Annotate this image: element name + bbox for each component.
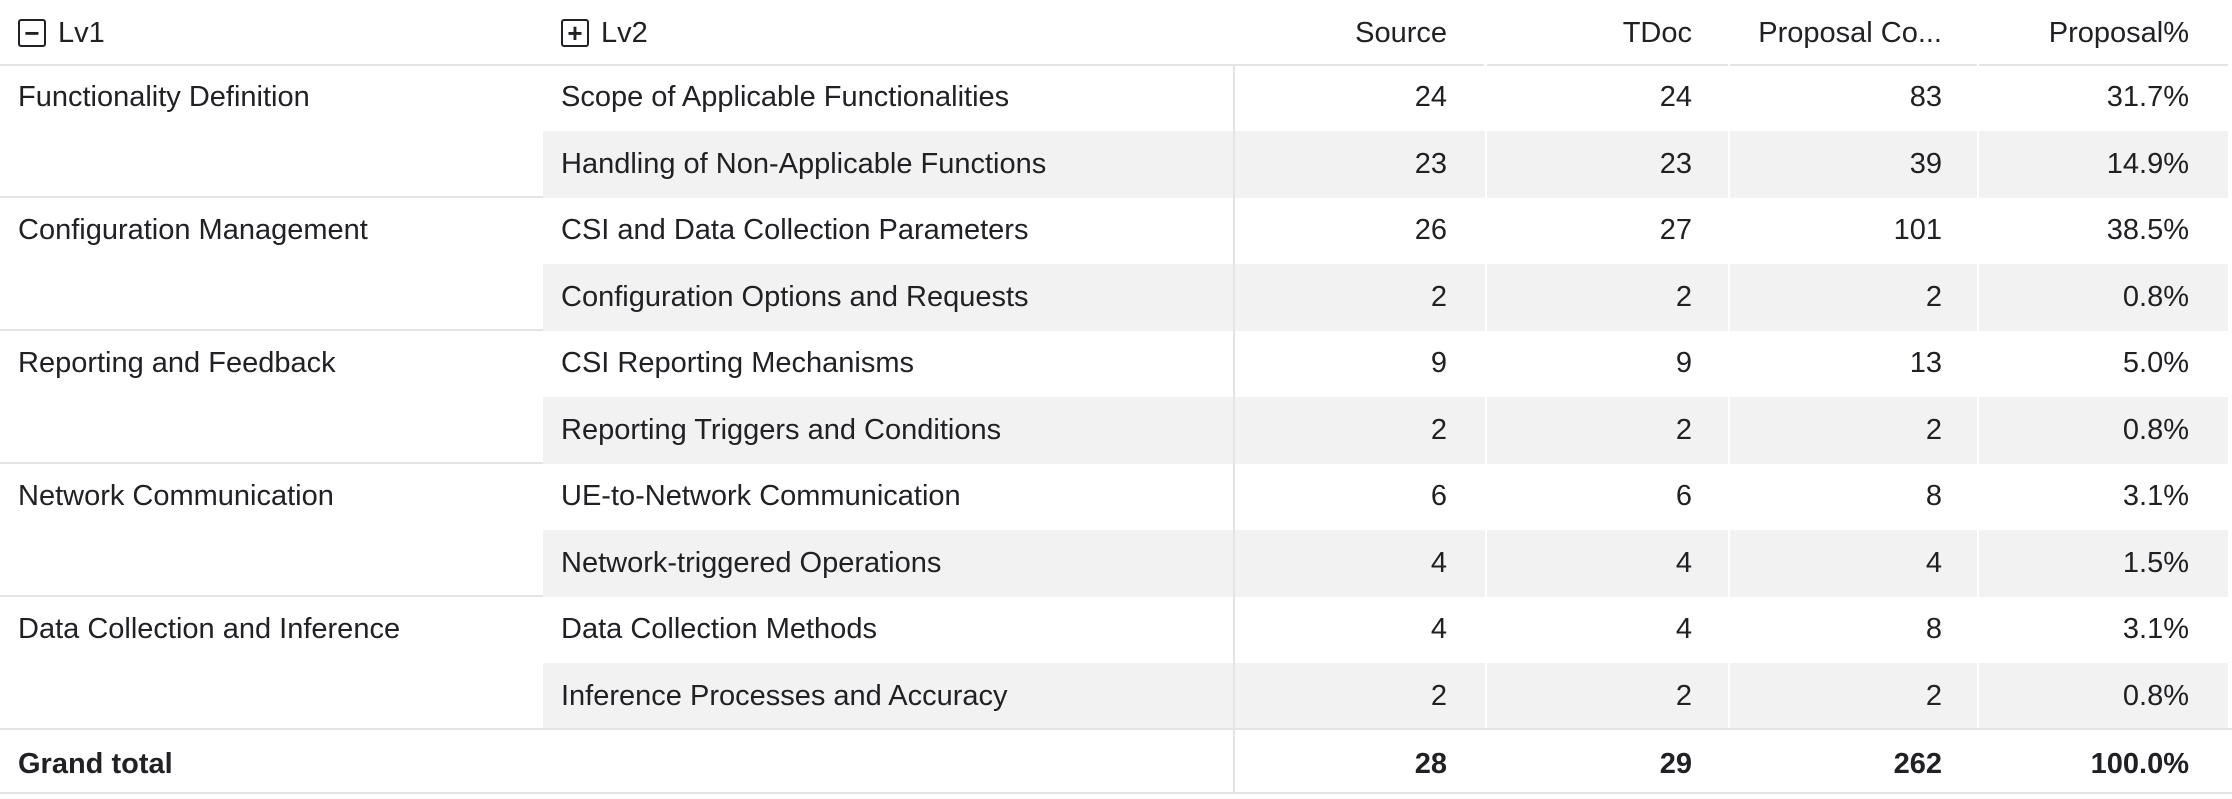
grand-total-source: 28 — [1414, 747, 1447, 780]
divider — [0, 64, 1484, 66]
table-row[interactable]: Configuration Options and Requests 2 2 2 0.8… — [0, 264, 2232, 331]
proposal-count-value: 101 — [1893, 214, 1942, 246]
divider — [0, 595, 543, 597]
lv1-label: Reporting and Feedback — [18, 347, 336, 379]
table-row[interactable]: Reporting Triggers and Conditions 2 2 2 0.8% — [0, 397, 2232, 464]
tdoc-value: 2 — [1487, 397, 1728, 464]
proposal-count-value: 2 — [1730, 663, 1977, 730]
source-value: 9 — [1430, 347, 1447, 379]
header-lv1[interactable]: − Lv1 — [0, 0, 543, 66]
proposal-count-value: 4 — [1730, 530, 1977, 597]
source-value: 23 — [1234, 131, 1485, 198]
proposal-count-value: 13 — [1909, 347, 1942, 379]
lv2-label: Reporting Triggers and Conditions — [543, 397, 1233, 464]
grand-total-tdoc: 29 — [1659, 747, 1692, 780]
proposal-percent-value: 5.0% — [2122, 347, 2189, 379]
lv2-label: Inference Processes and Accuracy — [543, 663, 1233, 730]
proposal-count-value: 8 — [1925, 480, 1942, 512]
proposal-count-value: 39 — [1730, 131, 1977, 198]
proposal-count-value: 2 — [1730, 397, 1977, 464]
tdoc-value: 4 — [1675, 613, 1692, 645]
column-divider — [1233, 64, 1235, 792]
table-row[interactable]: Configuration Management CSI and Data Col… — [0, 197, 2232, 264]
header-source[interactable]: Source — [1355, 16, 1447, 49]
tdoc-value: 9 — [1675, 347, 1692, 379]
lv2-label: Configuration Options and Requests — [543, 264, 1233, 331]
divider — [0, 329, 543, 331]
proposal-count-value: 83 — [1909, 81, 1942, 113]
proposal-percent-value: 31.7% — [2106, 81, 2189, 113]
table-header: − Lv1 + Lv2 Source TDoc Proposal Co... P… — [0, 0, 2232, 66]
divider — [0, 196, 543, 198]
table-row[interactable]: Network-triggered Operations 4 4 4 1.5% — [0, 530, 2232, 597]
lv1-label: Data Collection and Inference — [18, 613, 401, 645]
proposal-percent-value: 3.1% — [2122, 480, 2189, 512]
proposal-percent-value: 0.8% — [1979, 663, 2228, 730]
grand-total-row: Grand total 28 29 262 100.0% — [0, 731, 2232, 797]
lv2-label: Scope of Applicable Functionalities — [561, 81, 1010, 113]
header-proposal-count[interactable]: Proposal Co... — [1758, 16, 1942, 49]
proposal-percent-value: 0.8% — [1979, 264, 2228, 331]
proposal-percent-value: 0.8% — [1979, 397, 2228, 464]
lv2-label: Handling of Non-Applicable Functions — [543, 131, 1233, 198]
grand-total-label: Grand total — [18, 747, 173, 780]
lv2-label: Network-triggered Operations — [543, 530, 1233, 597]
header-lv2[interactable]: + Lv2 — [543, 0, 1233, 66]
tdoc-value: 4 — [1487, 530, 1728, 597]
table-row[interactable]: Network Communication UE-to-Network Commu… — [0, 463, 2232, 530]
divider — [1730, 64, 1977, 66]
lv1-label: Functionality Definition — [18, 81, 310, 113]
lv1-label: Configuration Management — [18, 214, 368, 246]
divider — [1487, 64, 1728, 66]
table-row[interactable]: Handling of Non-Applicable Functions 23 23… — [0, 131, 2232, 198]
collapse-icon[interactable]: − — [18, 19, 46, 47]
proposal-percent-value: 3.1% — [2122, 613, 2189, 645]
tdoc-value: 2 — [1487, 264, 1728, 331]
table-row[interactable]: Data Collection and Inference Data Collec… — [0, 596, 2232, 663]
tdoc-value: 27 — [1659, 214, 1692, 246]
tdoc-value: 6 — [1675, 480, 1692, 512]
divider — [0, 792, 2232, 794]
source-value: 2 — [1234, 663, 1485, 730]
source-value: 4 — [1234, 530, 1485, 597]
proposal-percent-value: 1.5% — [1979, 530, 2228, 597]
source-value: 26 — [1414, 214, 1447, 246]
divider — [0, 728, 2232, 730]
tdoc-value: 23 — [1487, 131, 1728, 198]
grand-total-proposal-percent: 100.0% — [2090, 747, 2189, 780]
source-value: 6 — [1430, 480, 1447, 512]
proposal-count-value: 2 — [1730, 264, 1977, 331]
lv2-label: CSI and Data Collection Parameters — [561, 214, 1029, 246]
lv2-label: Data Collection Methods — [561, 613, 877, 645]
lv2-label: UE-to-Network Communication — [561, 480, 961, 512]
header-tdoc[interactable]: TDoc — [1622, 16, 1692, 49]
lv2-label: CSI Reporting Mechanisms — [561, 347, 914, 379]
source-value: 2 — [1234, 264, 1485, 331]
divider — [0, 462, 543, 464]
grand-total-proposal-count: 262 — [1893, 747, 1942, 780]
divider — [1979, 64, 2228, 66]
table-row[interactable]: Functionality Definition Scope of Applica… — [0, 64, 2232, 131]
source-value: 2 — [1234, 397, 1485, 464]
lv1-label: Network Communication — [18, 480, 334, 512]
header-proposal-percent[interactable]: Proposal% — [2048, 16, 2189, 49]
tdoc-value: 2 — [1487, 663, 1728, 730]
proposal-percent-value: 14.9% — [1979, 131, 2228, 198]
source-value: 4 — [1430, 613, 1447, 645]
header-lv1-label: Lv1 — [58, 16, 105, 49]
header-lv2-label: Lv2 — [601, 16, 648, 49]
source-value: 24 — [1414, 81, 1447, 113]
tdoc-value: 24 — [1659, 81, 1692, 113]
table-row[interactable]: Inference Processes and Accuracy 2 2 2 0.8% — [0, 663, 2232, 730]
proposal-count-value: 8 — [1925, 613, 1942, 645]
table-row[interactable]: Reporting and Feedback CSI Reporting Mech… — [0, 330, 2232, 397]
expand-icon[interactable]: + — [561, 19, 589, 47]
proposal-percent-value: 38.5% — [2106, 214, 2189, 246]
